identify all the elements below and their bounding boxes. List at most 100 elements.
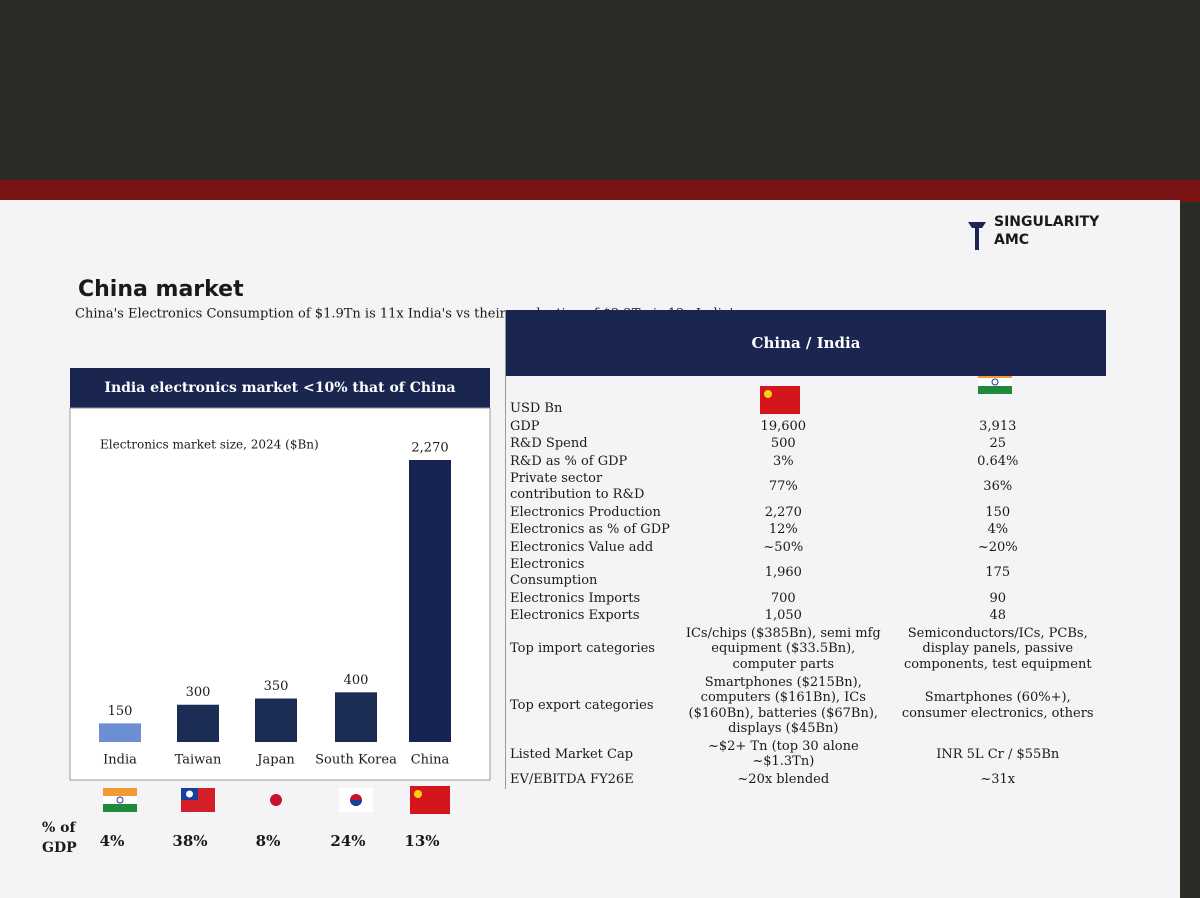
- table-row: GDP 19,600 3,913: [506, 418, 1106, 436]
- category-label: South Korea: [315, 753, 397, 768]
- gdp-share-label-line: % of: [42, 820, 77, 836]
- bar: [409, 460, 451, 742]
- table-row: Electronics Production 2,270 150: [506, 504, 1106, 522]
- table-cell: ICs/chips ($385Bn), semi mfg equipment (…: [685, 625, 881, 672]
- table-cell: 500: [770, 436, 796, 452]
- table-cell: Electronics as % of GDP: [510, 522, 670, 538]
- flag: [116, 796, 124, 804]
- flag: [103, 796, 137, 804]
- flag: [978, 386, 1012, 394]
- table-cell: 4%: [987, 522, 1009, 538]
- table-row: Electronics Consumption 1,960 175: [506, 556, 1106, 589]
- table-cell: 3,913: [979, 418, 1017, 434]
- table-cell: 1,960: [764, 565, 802, 581]
- table-row: Top export categories Smartphones ($215Bn…: [506, 674, 1106, 738]
- category-label: China: [411, 753, 450, 768]
- table-cell: 36%: [983, 479, 1013, 495]
- table-cell: R&D Spend: [510, 436, 588, 452]
- table-cell: USD Bn: [510, 401, 563, 416]
- value-label: 300: [186, 685, 211, 700]
- table: China / India USD Bn GDP 19,600 3,913 R&D Sp…: [505, 310, 1106, 789]
- table-cell: 12%: [768, 522, 798, 538]
- table-row: USD Bn: [506, 400, 1106, 418]
- gdp-share-label: % of GDP: [42, 820, 77, 856]
- table-cell: Electronics Imports: [510, 590, 641, 606]
- value-label: 2,270: [411, 441, 448, 456]
- gdp-share: 8%: [256, 832, 281, 850]
- flag: [764, 390, 772, 398]
- table-body: USD Bn GDP 19,600 3,913 R&D Spend 500 25 R&D as…: [506, 400, 1106, 789]
- logo: SINGULARITY: [994, 214, 1100, 230]
- table-cell: 77%: [768, 479, 798, 495]
- table-row: Private sector contribution to R&D 77% 36%: [506, 470, 1106, 503]
- table-row: Electronics Imports 700 90: [506, 590, 1106, 608]
- table-cell: 3%: [772, 453, 794, 469]
- bar: [99, 723, 141, 742]
- table-cell: Top export categories: [510, 697, 654, 713]
- table-cell: ~31x: [980, 772, 1016, 788]
- flag: [978, 378, 1012, 386]
- table-cell: INR 5L Cr / $55Bn: [936, 746, 1060, 762]
- table-cell: Top import categories: [510, 641, 655, 657]
- category-label: Japan: [255, 753, 295, 768]
- flag: [991, 378, 999, 386]
- table-row: Electronics Exports 1,050 48: [506, 607, 1106, 625]
- table-cell: ~50%: [763, 539, 804, 555]
- table-cell: Electronics Value add: [510, 539, 654, 555]
- gdp-share: 38%: [172, 832, 207, 850]
- flag: [103, 788, 137, 796]
- value-label: 350: [264, 679, 289, 694]
- table-cell: ~20x blended: [737, 772, 830, 788]
- table-cell: 48: [989, 608, 1007, 624]
- backdrop: [0, 180, 1200, 202]
- table-row: Top import categories ICs/chips ($385Bn),…: [506, 625, 1106, 674]
- table-cell: 1,050: [764, 608, 802, 624]
- title: China market: [78, 277, 244, 302]
- flag: [414, 790, 422, 798]
- table-cell: ~20%: [977, 539, 1018, 555]
- flag: [350, 800, 362, 806]
- table-cell: R&D as % of GDP: [510, 453, 628, 469]
- value-label: 400: [344, 673, 369, 688]
- gdp-share: 24%: [330, 832, 365, 850]
- table-cell: 25: [989, 436, 1007, 452]
- chart-title: India electronics market <10% that of Ch…: [104, 380, 455, 396]
- logo-icon: [968, 222, 986, 250]
- table-cell: Electronics Exports: [510, 608, 640, 624]
- table-cell: Smartphones ($215Bn), computers ($161Bn)…: [688, 674, 879, 737]
- table-cell: 150: [985, 504, 1011, 520]
- bar: [177, 704, 219, 742]
- table-cell: 90: [989, 590, 1007, 606]
- bar: [335, 692, 377, 742]
- table-row: Electronics as % of GDP 12% 4%: [506, 521, 1106, 539]
- table-title: China / India: [751, 334, 861, 352]
- table-header: China / India: [506, 310, 1106, 376]
- bar: [255, 698, 297, 742]
- flag: [270, 794, 282, 806]
- table-row: R&D as % of GDP 3% 0.64%: [506, 453, 1106, 471]
- table-cell: EV/EBITDA FY26E: [510, 772, 634, 788]
- table-cell: 700: [770, 590, 796, 606]
- table-cell: 19,600: [760, 418, 807, 434]
- panel-header: [70, 368, 490, 408]
- table-row: Listed Market Cap ~$2+ Tn (top 30 alone ~…: [506, 738, 1106, 771]
- table-cell: 2,270: [764, 504, 802, 520]
- gdp-share: 13%: [404, 832, 439, 850]
- table-row: Electronics Value add ~50% ~20%: [506, 539, 1106, 557]
- table-cell: Electronics Production: [510, 504, 661, 520]
- table-cell: Listed Market Cap: [510, 746, 634, 762]
- flag: [186, 790, 193, 798]
- table-row: EV/EBITDA FY26E ~20x blended ~31x: [506, 771, 1106, 789]
- chart-subtitle: Electronics market size, 2024 ($Bn): [100, 438, 319, 452]
- flag: [103, 804, 137, 812]
- flag: [410, 786, 450, 814]
- table-cell: Private sector contribution to R&D: [510, 471, 645, 502]
- table-cell: 0.64%: [977, 453, 1019, 469]
- table-cell: ~$2+ Tn (top 30 alone ~$1.3Tn): [707, 738, 859, 770]
- gdp-share-label-line: GDP: [42, 840, 77, 856]
- table-row: R&D Spend 500 25: [506, 435, 1106, 453]
- table-cell: Electronics Consumption: [510, 557, 598, 588]
- table-cell: 175: [985, 565, 1011, 581]
